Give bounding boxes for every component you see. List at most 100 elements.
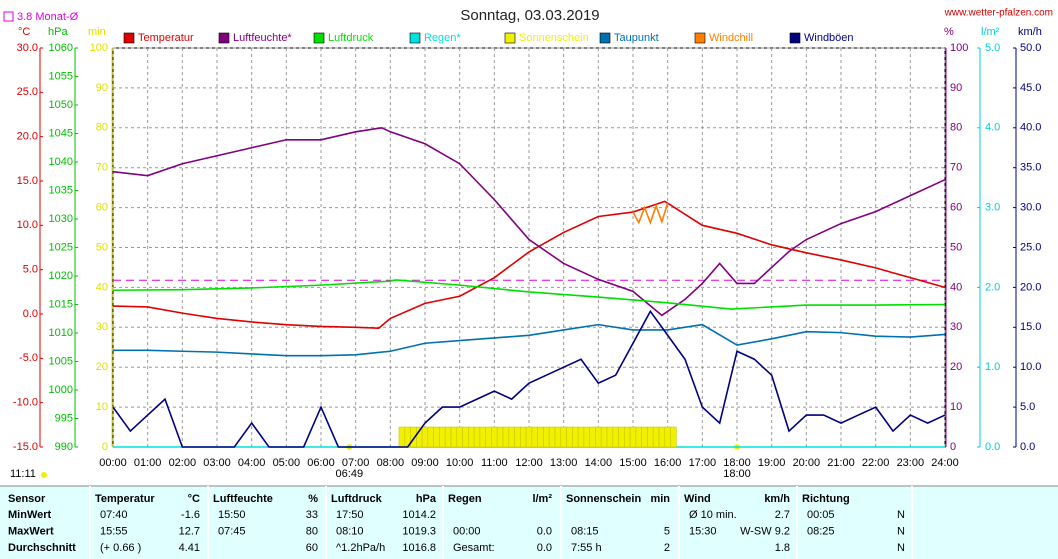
x-tick-label: 09:00 bbox=[411, 457, 439, 469]
y-tick-label: 20.0 bbox=[1020, 281, 1041, 293]
legend-label: Windchill bbox=[709, 32, 753, 44]
table-cell: 07:45 bbox=[218, 525, 246, 537]
x-tick-label: 21:00 bbox=[827, 457, 855, 469]
sunshine-bar bbox=[421, 426, 429, 448]
sunrise-label: 06:49 bbox=[336, 468, 364, 480]
x-tick-label: 22:00 bbox=[862, 457, 890, 469]
table-cell: ^1.2hPa/h bbox=[336, 542, 385, 554]
table-header-unit: % bbox=[308, 493, 318, 505]
y-tick-label: 0 bbox=[102, 441, 108, 453]
summary-table: Sensor Temperatur °C Luftfeuchte% Luftdruck h… bbox=[8, 486, 913, 559]
y-tick-label: 100 bbox=[90, 42, 108, 54]
x-tick-label: 20:00 bbox=[793, 457, 821, 469]
sunshine-bar bbox=[462, 426, 469, 448]
y-tick-label: 1025 bbox=[49, 241, 73, 253]
sunshine-bar bbox=[664, 426, 671, 448]
y-tick-label: 5.0 bbox=[23, 264, 38, 276]
table-cell: 15:30 bbox=[689, 525, 717, 537]
sunshine-bar bbox=[560, 426, 567, 448]
y-tick-label: 1045 bbox=[49, 127, 73, 139]
sunshine-bar bbox=[583, 426, 590, 448]
table-header-unit: hPa bbox=[416, 493, 437, 505]
monthly-average-key bbox=[3, 11, 14, 22]
table-cell: 00:05 bbox=[807, 509, 835, 521]
table-cell: 33 bbox=[306, 509, 318, 521]
table-background bbox=[0, 486, 1058, 559]
monthly-average-label: 3.8 Monat-Ø bbox=[17, 11, 79, 23]
sunshine-bar bbox=[577, 426, 585, 448]
legend-key bbox=[694, 32, 706, 44]
legend-label: Luftdruck bbox=[328, 32, 374, 44]
table-cell: 60 bbox=[306, 542, 318, 554]
x-tick-label: 03:00 bbox=[203, 457, 231, 469]
sunshine-bar bbox=[398, 426, 406, 448]
x-tick-label: 02:00 bbox=[169, 457, 197, 469]
sunshine-bar bbox=[439, 426, 446, 448]
table-cell: 1.8 bbox=[775, 542, 790, 554]
table-cell: 12.7 bbox=[179, 525, 200, 537]
axis-unit: % bbox=[944, 26, 954, 38]
legend-label: Temperatur bbox=[138, 32, 194, 44]
table-cell: -1.6 bbox=[181, 509, 200, 521]
legend-label: Taupunkt bbox=[614, 32, 659, 44]
row-label: MinWert bbox=[8, 509, 52, 521]
x-tick-label: 13:00 bbox=[550, 457, 578, 469]
y-tick-label: 20 bbox=[950, 361, 962, 373]
y-tick-label: 100 bbox=[950, 42, 968, 54]
y-tick-label: 1035 bbox=[49, 184, 73, 196]
y-tick-label: 0.0 bbox=[985, 441, 1000, 453]
legend-label: Windböen bbox=[804, 32, 854, 44]
x-tick-label: 10:00 bbox=[446, 457, 474, 469]
day-length: 11:11 bbox=[10, 468, 36, 480]
y-tick-label: 1.0 bbox=[985, 361, 1000, 373]
y-tick-label: 50 bbox=[96, 241, 108, 253]
sunshine-bar bbox=[641, 426, 648, 448]
x-tick-label: 01:00 bbox=[134, 457, 162, 469]
table-cell: N bbox=[897, 509, 905, 521]
y-tick-label: 10 bbox=[950, 401, 962, 413]
x-tick-label: 07:00 bbox=[342, 457, 370, 469]
y-tick-label: 1010 bbox=[49, 327, 73, 339]
sunshine-bar bbox=[444, 426, 452, 448]
y-tick-label: 3.0 bbox=[985, 202, 1000, 214]
y-tick-label: 5.0 bbox=[985, 42, 1000, 54]
y-tick-label: 30 bbox=[96, 321, 108, 333]
axis-unit: hPa bbox=[48, 26, 68, 38]
chart-title: Sonntag, 03.03.2019 bbox=[460, 7, 599, 24]
y-tick-label: 1040 bbox=[49, 156, 73, 168]
table-cell: 00:00 bbox=[453, 525, 481, 537]
sunshine-bar bbox=[456, 426, 463, 448]
sunshine-bar bbox=[508, 426, 515, 448]
x-tick-label: 12:00 bbox=[515, 457, 543, 469]
row-label: MaxWert bbox=[8, 525, 54, 537]
y-tick-label: 70 bbox=[950, 162, 962, 174]
axis-unit: °C bbox=[18, 26, 30, 38]
x-tick-label: 16:00 bbox=[654, 457, 682, 469]
table-cell: W-SW 9.2 bbox=[740, 525, 790, 537]
y-tick-label: 15.0 bbox=[17, 175, 38, 187]
series-line bbox=[113, 323, 946, 357]
sunshine-bar bbox=[502, 426, 510, 448]
table-cell: 08:15 bbox=[571, 525, 599, 537]
sunshine-bar bbox=[433, 426, 440, 448]
y-tick-label: 1005 bbox=[49, 355, 73, 367]
x-tick-label: 24:00 bbox=[931, 457, 959, 469]
sunshine-bar bbox=[595, 426, 602, 448]
y-tick-label: 0.0 bbox=[23, 308, 38, 320]
y-tick-label: 25.0 bbox=[1020, 241, 1041, 253]
y-tick-label: 20.0 bbox=[17, 131, 38, 143]
y-tick-label: 1030 bbox=[49, 213, 73, 225]
y-tick-label: -15.0 bbox=[13, 441, 38, 453]
sunshine-bar bbox=[525, 426, 533, 448]
series-line bbox=[632, 202, 669, 226]
x-tick-label: 19:00 bbox=[758, 457, 786, 469]
y-tick-label: 0 bbox=[950, 441, 956, 453]
y-tick-label: 1015 bbox=[49, 298, 73, 310]
table-cell: 2 bbox=[664, 542, 670, 554]
y-tick-label: 30 bbox=[950, 321, 962, 333]
y-tick-label: 2.0 bbox=[985, 281, 1000, 293]
table-header: Luftfeuchte bbox=[213, 493, 273, 505]
axis-unit: km/h bbox=[1018, 26, 1042, 38]
table-header-unit: km/h bbox=[764, 493, 790, 505]
